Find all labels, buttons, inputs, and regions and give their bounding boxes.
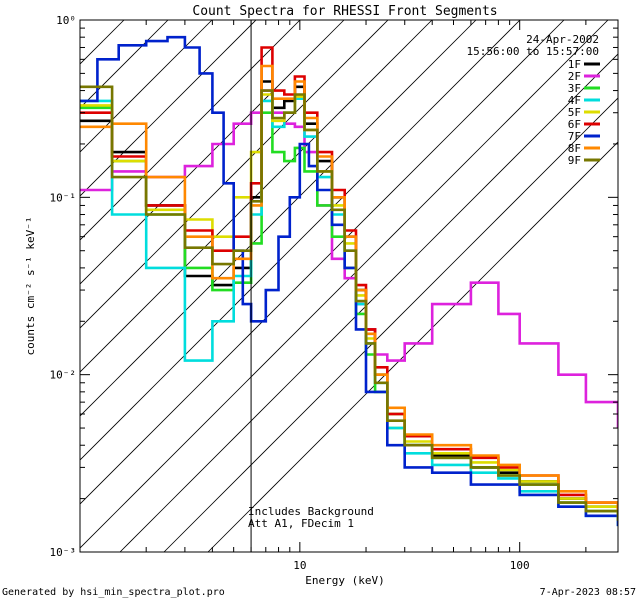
hatch-line	[80, 20, 521, 461]
hatch-line	[80, 20, 565, 505]
x-tick-label: 10	[293, 559, 306, 572]
y-tick-label: 10⁻²	[50, 369, 77, 382]
legend-label-6f: 6F	[568, 118, 581, 131]
legend-label-4f: 4F	[568, 94, 581, 107]
series-line-2f	[80, 89, 618, 428]
y-tick-label: 10⁰	[56, 14, 76, 27]
plot-frame	[79, 19, 619, 553]
legend-label-5f: 5F	[568, 106, 581, 119]
legend-label-8f: 8F	[568, 142, 581, 155]
hatch-line	[80, 20, 257, 197]
note-background: Includes Background	[248, 505, 374, 518]
hatch-line	[80, 20, 213, 153]
series-layer	[80, 35, 618, 527]
footer-generator: Generated by hsi_min_spectra_plot.pro	[2, 587, 225, 598]
hatch-line	[80, 20, 345, 285]
axis-ticks: 10 100 10⁰ 10⁻¹ 10⁻² 10⁻³	[50, 14, 618, 572]
series-line-8f	[80, 64, 618, 512]
hatch-line	[80, 20, 433, 373]
hatch-line	[207, 141, 618, 552]
footer-date: 7-Apr-2023 08:57	[540, 587, 636, 598]
legend-label-7f: 7F	[568, 130, 581, 143]
note-attenuator: Att A1, FDecim 1	[248, 517, 354, 530]
legend-label-3f: 3F	[568, 82, 581, 95]
legend-label-9f: 9F	[568, 154, 581, 167]
hatch-line	[80, 20, 477, 417]
y-axis-label: counts cm⁻² s⁻¹ keV⁻¹	[24, 216, 37, 355]
hatch-line	[80, 20, 389, 329]
date-annotation: 24-Apr-2002	[526, 33, 599, 46]
legend-label-1f: 1F	[568, 58, 581, 71]
hatch-line	[80, 20, 609, 549]
hatch-line	[163, 97, 618, 552]
series-line-9f	[80, 85, 618, 521]
chart-title: Count Spectra for RHESSI Front Segments	[192, 4, 497, 19]
time-range-annotation: 15:56:00 to 15:57:00	[467, 45, 599, 58]
x-axis-label: Energy (keV)	[305, 574, 384, 587]
series-line-7f	[80, 35, 618, 527]
hatch-region	[80, 20, 618, 552]
hatch-line	[119, 53, 618, 552]
y-tick-label: 10⁻¹	[50, 191, 77, 204]
legend-label-2f: 2F	[568, 70, 581, 83]
y-tick-label: 10⁻³	[50, 546, 77, 559]
x-tick-label: 100	[510, 559, 530, 572]
